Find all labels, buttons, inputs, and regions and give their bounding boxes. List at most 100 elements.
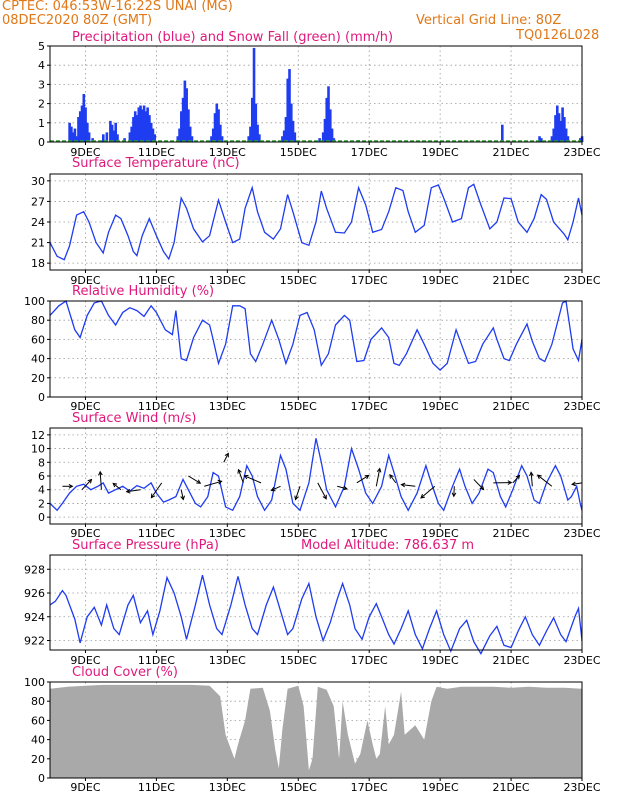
y-tick-label: 18: [31, 257, 45, 270]
precip-bar: [557, 113, 561, 142]
x-tick-label: 15DEC: [280, 654, 317, 667]
x-tick-label: 19DEC: [422, 400, 459, 413]
wind-arrow-head: [270, 486, 276, 492]
precip-bar: [78, 111, 82, 142]
precip-bar: [321, 132, 325, 142]
wind-arrow: [180, 489, 184, 500]
precip-bar: [181, 97, 185, 142]
x-tick-label: 13DEC: [209, 654, 246, 667]
precip-bar: [217, 109, 220, 142]
wind-arrow-head: [364, 474, 370, 480]
x-tick-label: 9DEC: [70, 400, 100, 413]
x-tick-label: 15DEC: [280, 400, 317, 413]
precip-bar: [146, 107, 149, 142]
y-tick-label: 20: [31, 753, 45, 766]
precip-bar: [132, 117, 135, 142]
wind-arrow-head: [294, 495, 299, 501]
wind-arrow-head: [112, 482, 118, 488]
y-tick-label: 924: [24, 611, 45, 624]
wind-arrow: [223, 453, 229, 463]
station-header: CPTEC: 046:53W-16:22S UNAI (MG): [2, 0, 233, 14]
wind-arrow: [126, 489, 141, 493]
wind-arrow: [375, 468, 381, 487]
precip-bar: [114, 122, 118, 142]
x-tick-label: 15DEC: [280, 274, 317, 287]
x-tick-label: 11DEC: [138, 654, 175, 667]
wind-arrow: [420, 485, 436, 499]
y-tick-label: 922: [24, 635, 45, 648]
x-tick-label: 11DEC: [138, 274, 175, 287]
precip-bar: [318, 138, 321, 142]
wind-arrow-head: [376, 467, 382, 473]
y-tick-label: 60: [31, 333, 45, 346]
wind-arrow: [295, 486, 301, 500]
y-tick-label: 2: [38, 98, 45, 111]
y-tick-label: 80: [31, 695, 45, 708]
x-tick-label: 21DEC: [493, 274, 530, 287]
y-tick-label: 928: [24, 563, 45, 576]
precip-bar: [564, 128, 568, 142]
precip-bar: [284, 117, 288, 142]
wind-arrow-head: [400, 482, 406, 488]
y-tick-label: 926: [24, 587, 45, 600]
wind-arrow: [271, 485, 281, 491]
precip-bar: [552, 128, 556, 142]
precip-bar: [281, 136, 284, 142]
wind-arrow: [204, 480, 222, 487]
wind-arrow-head: [125, 488, 131, 494]
x-tick-label: 13DEC: [209, 400, 246, 413]
model-code: TQ0126L028: [516, 28, 600, 43]
y-tick-label: 60: [31, 714, 45, 727]
precip-bar: [554, 115, 557, 142]
x-tick-label: 13DEC: [209, 146, 246, 159]
y-tick-label: 24: [31, 216, 45, 229]
precip-bar: [559, 120, 563, 142]
wind-arrow: [81, 479, 92, 491]
precip-bar: [220, 136, 224, 142]
wind-arrow-head: [150, 493, 156, 499]
x-tick-label: 23DEC: [563, 527, 600, 540]
precip-bar: [188, 126, 192, 142]
wind-arrow: [512, 475, 520, 484]
precip-bar: [555, 105, 559, 142]
wind-arrow: [537, 474, 553, 487]
precip-bar: [135, 115, 139, 142]
y-tick-label: 4: [38, 484, 45, 497]
wind-arrow: [99, 471, 102, 490]
wind-arrow-head: [515, 474, 521, 480]
precip-bar: [151, 128, 155, 142]
precip-bar: [501, 124, 504, 142]
precip-bar: [286, 78, 290, 142]
precip-bar: [187, 109, 190, 142]
x-tick-label: 23DEC: [563, 781, 600, 794]
precip-bar: [325, 97, 329, 142]
precip-bar: [563, 117, 566, 142]
precip-bar: [84, 107, 87, 142]
y-tick-label: 0: [38, 511, 45, 524]
wind-arrow-head: [224, 452, 229, 458]
precip-bar: [561, 107, 564, 142]
x-tick-label: 9DEC: [70, 146, 100, 159]
cloud-area: [50, 684, 582, 778]
precip-bar: [77, 117, 80, 142]
precip-bar: [538, 136, 541, 142]
wind-arrow-head: [342, 485, 348, 491]
panel-frame: [49, 427, 583, 525]
wind-arrow: [401, 484, 416, 487]
panel-annotation: Model Altitude: 786.637 m: [301, 538, 474, 553]
y-tick-label: 100: [24, 295, 45, 308]
precip-bar: [128, 132, 132, 142]
precip-bar: [323, 118, 327, 142]
precip-bar: [250, 97, 254, 142]
precip-bar: [141, 109, 144, 142]
precip-bar: [215, 103, 219, 142]
y-tick-label: 4: [38, 59, 45, 72]
x-tick-label: 17DEC: [351, 654, 388, 667]
precip-bar: [176, 136, 180, 142]
y-tick-label: 2: [38, 497, 45, 510]
x-tick-label: 11DEC: [138, 527, 175, 540]
precip-bar: [256, 124, 259, 142]
x-tick-label: 9DEC: [70, 274, 100, 287]
x-tick-label: 17DEC: [351, 781, 388, 794]
x-tick-label: 23DEC: [563, 400, 600, 413]
